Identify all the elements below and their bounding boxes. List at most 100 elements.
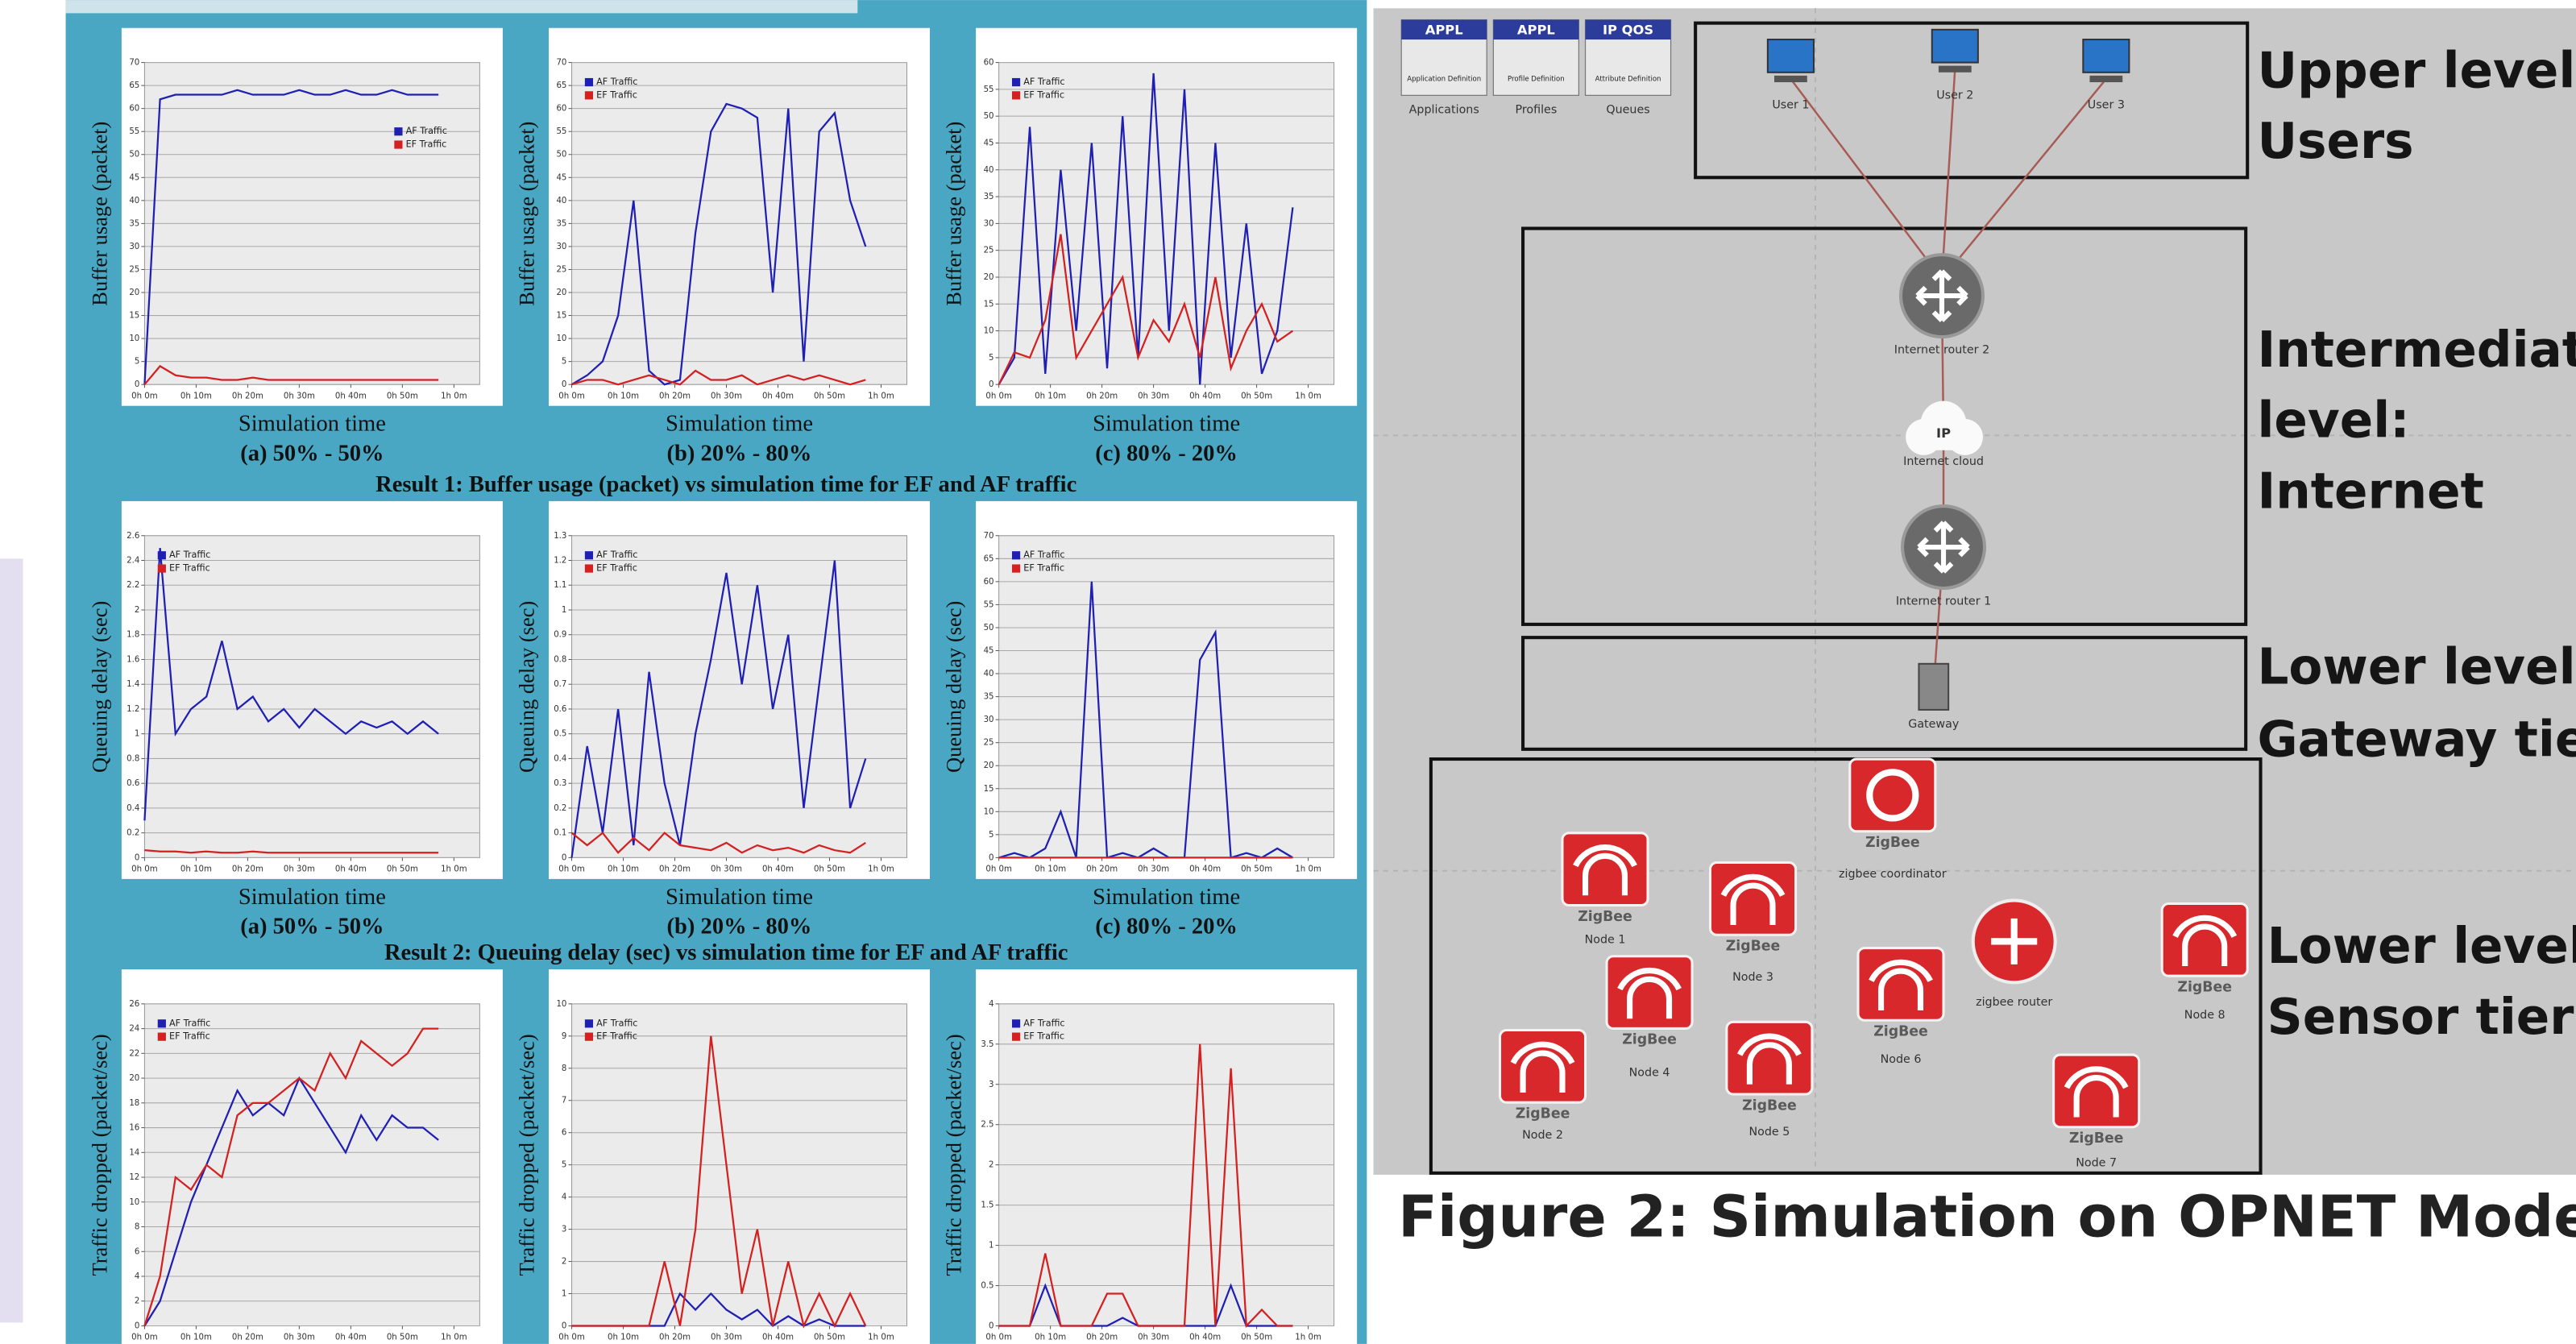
y-tick-label: 40 (984, 166, 994, 175)
node-label: Node 4 (1629, 1066, 1670, 1079)
y-tick-label: 15 (984, 785, 994, 794)
y-tick-label: 45 (984, 646, 994, 655)
y-tick-label: 50 (984, 112, 994, 121)
y-tick-label: 1 (989, 1242, 993, 1251)
node-badge: IP (1936, 425, 1951, 441)
x-tick-label: 1h 0m (441, 1334, 467, 1342)
x-tick-label: 0h 30m (284, 392, 315, 400)
y-tick-label: 4 (135, 1272, 139, 1281)
legend-label: AF Traffic (406, 126, 447, 136)
node-badge: ZigBee (1726, 938, 1781, 954)
y-tick-label: 2.4 (127, 557, 139, 566)
y-tick-label: 45 (129, 173, 139, 182)
x-tick-label: 0h 40m (762, 392, 794, 400)
x-tick-label: 0h 0m (131, 392, 158, 400)
node-label: User 3 (2088, 99, 2125, 112)
legend-swatch (585, 1033, 593, 1041)
tool-text: Application Definition (1407, 75, 1481, 83)
x-tick-label: 0h 40m (1189, 1334, 1221, 1342)
zigbee-icon (1607, 956, 1692, 1029)
y-tick-label: 0.5 (981, 1282, 993, 1291)
y-tick-label: 35 (984, 193, 994, 201)
x-tick-label: 1h 0m (1295, 865, 1321, 874)
node-label: User 2 (1936, 89, 1973, 102)
y-tick-label: 15 (556, 312, 566, 321)
legend-label: EF Traffic (596, 89, 637, 100)
y-tick-label: 25 (984, 739, 994, 748)
y-tick-label: 0 (562, 853, 566, 862)
legend-swatch (585, 91, 593, 99)
legend-swatch (394, 127, 402, 135)
zigbee-icon (1710, 863, 1795, 935)
x-axis-label: Simulation time (666, 412, 813, 437)
legend-label: AF Traffic (1023, 1018, 1064, 1028)
x-tick-label: 0h 10m (180, 865, 212, 874)
x-axis-label: Simulation time (239, 885, 386, 910)
x-tick-label: 0h 50m (1241, 865, 1272, 874)
node-label: zigbee coordinator (1839, 868, 1947, 881)
y-tick-label: 50 (556, 151, 566, 160)
x-tick-label: 0h 40m (335, 392, 367, 400)
y-tick-label: 2.5 (981, 1121, 993, 1130)
poster: Figure 2: Simulation on OPNET Modeler 05… (0, 0, 2576, 1344)
y-tick-label: 5 (562, 358, 566, 367)
node-label: Node 7 (2076, 1157, 2117, 1170)
result-title: Result 2: Queuing delay (sec) vs simulat… (384, 940, 1068, 965)
tier-label: Lower level: (2267, 918, 2576, 975)
y-tick-label: 0 (562, 380, 566, 389)
y-tick-label: 70 (129, 59, 139, 68)
y-tick-label: 25 (556, 265, 566, 274)
y-tick-label: 0.9 (554, 631, 566, 640)
y-tick-label: 22 (129, 1049, 139, 1058)
x-tick-label: 0h 10m (1035, 865, 1066, 874)
x-tick-label: 0h 50m (387, 865, 418, 874)
y-axis-label: Buffer usage (packet) (87, 122, 111, 306)
tool-label: Queues (1606, 104, 1649, 117)
top-bar (66, 0, 858, 13)
tier-label: Intermediate (2257, 321, 2576, 379)
node-badge: ZigBee (2177, 979, 2232, 995)
tier-label: Gateway tier (2257, 711, 2576, 768)
legend-label: EF Traffic (1023, 1031, 1064, 1042)
node-label: Node 1 (1585, 933, 1626, 946)
x-axis-label: Simulation time (1093, 412, 1240, 437)
node-badge: ZigBee (1873, 1024, 1928, 1040)
y-tick-label: 0 (562, 1321, 566, 1330)
x-tick-label: 0h 10m (180, 1334, 212, 1342)
y-tick-label: 1 (562, 1290, 566, 1299)
legend-label: EF Traffic (169, 563, 210, 574)
legend-swatch (158, 551, 166, 559)
tool-label: Applications (1409, 104, 1479, 117)
x-tick-label: 1h 0m (441, 865, 467, 874)
tier-label: Lower level: (2257, 639, 2576, 696)
y-tick-label: 9 (562, 1032, 566, 1041)
y-tick-label: 0.2 (127, 829, 139, 838)
y-tick-label: 55 (129, 127, 139, 136)
chart-caption: (b) 20% - 80% (667, 915, 812, 940)
y-tick-label: 70 (556, 59, 566, 68)
legend-swatch (585, 1019, 593, 1027)
tier-label: Upper level: (2257, 42, 2576, 99)
y-tick-label: 12 (129, 1173, 139, 1182)
y-tick-label: 35 (984, 693, 994, 702)
y-tick-label: 8 (135, 1223, 139, 1232)
x-tick-label: 0h 50m (814, 865, 845, 874)
side-band (0, 558, 23, 1322)
y-tick-label: 24 (129, 1025, 139, 1034)
x-tick-label: 0h 20m (659, 865, 691, 874)
x-tick-label: 0h 20m (232, 1334, 263, 1342)
x-tick-label: 0h 50m (1241, 1334, 1272, 1342)
y-tick-label: 4 (989, 1000, 993, 1009)
x-tick-label: 1h 0m (1295, 1334, 1321, 1342)
pc-base (1939, 66, 1972, 73)
x-tick-label: 0h 10m (608, 865, 639, 874)
node-badge: ZigBee (2069, 1130, 2124, 1147)
x-axis-label: Simulation time (666, 885, 813, 910)
legend-swatch (158, 1019, 166, 1027)
y-tick-label: 1 (562, 606, 566, 615)
y-tick-label: 10 (556, 1000, 566, 1009)
y-tick-label: 6 (135, 1247, 139, 1256)
y-tick-label: 3.5 (981, 1040, 993, 1049)
y-tick-label: 5 (135, 358, 139, 367)
x-tick-label: 0h 0m (131, 865, 158, 874)
